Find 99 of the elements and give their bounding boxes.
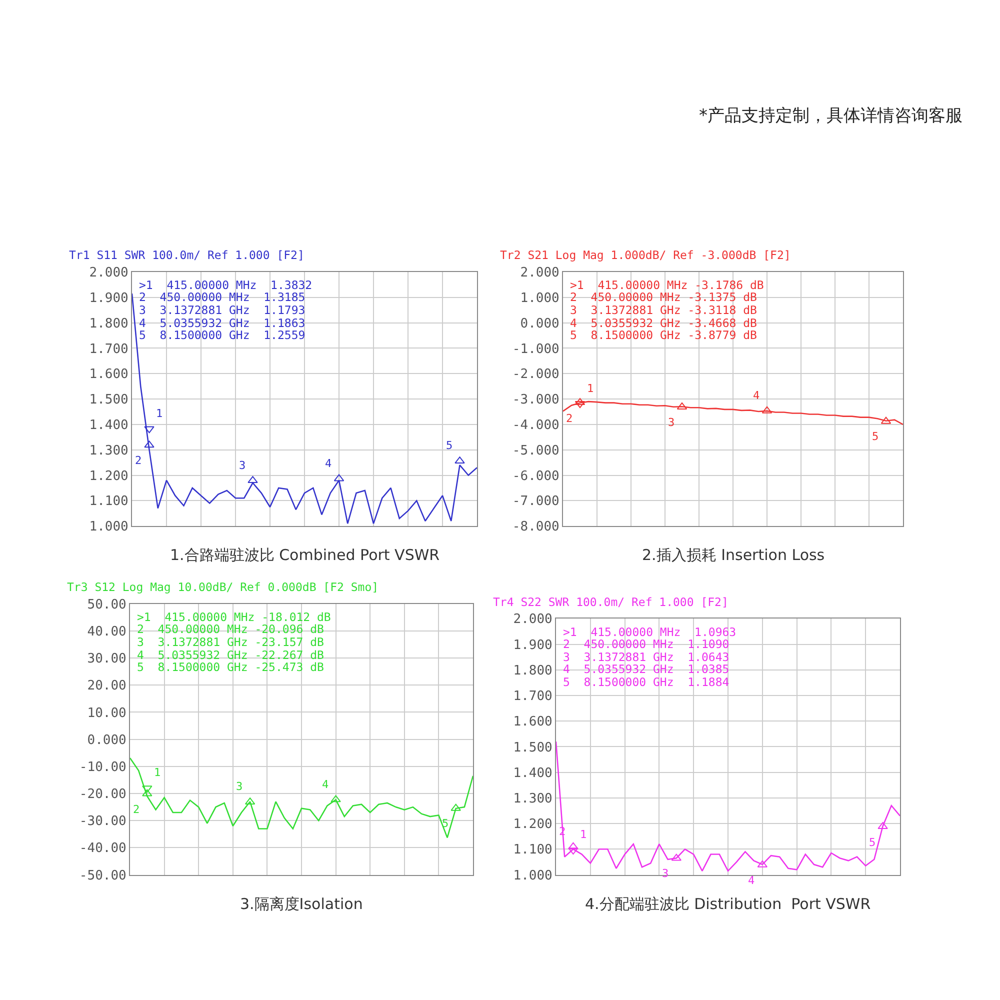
point — [144, 440, 154, 448]
y-tick-label: 1.100 — [513, 842, 552, 858]
annotation: 2 450.00000 MHz -20.096 dB — [137, 622, 324, 636]
series-label: 1 — [154, 766, 161, 779]
y-tick-label: 50.00 — [87, 597, 126, 612]
y-tick-label: 1.400 — [89, 418, 128, 433]
series-label: 3 — [239, 459, 246, 472]
y-tick-label: -7.000 — [512, 494, 560, 510]
y-tick-label: 1.200 — [513, 817, 552, 832]
series-label: 5 — [446, 439, 453, 452]
y-tick-label: 1.000 — [513, 868, 552, 884]
series-label: 1 — [156, 407, 163, 420]
y-tick-label: 1.400 — [513, 766, 552, 781]
annotation: 2 450.00000 MHz -3.1375 dB — [570, 290, 758, 304]
annotation: 3 3.1372881 GHz -3.3118 dB — [570, 303, 758, 317]
text: *产品支持定制，具体详情咨询客服 — [699, 106, 962, 126]
y-tick-label: 1.800 — [89, 316, 128, 332]
y-tick-label: 10.00 — [87, 706, 126, 721]
y-tick-label: 1.500 — [89, 392, 128, 408]
series-label: 5 — [869, 836, 876, 849]
y-tick-label: 30.00 — [87, 652, 126, 667]
y-tick-label: -20.00 — [79, 787, 126, 802]
y-tick-label: 0.000 — [87, 732, 126, 748]
annotation: 4 5.0355932 GHz -22.267 dB — [137, 648, 324, 662]
x-axis-title: 3.隔离度Isolation — [240, 895, 363, 913]
y-tick-label: -40.00 — [79, 841, 126, 856]
y-tick-label: -8.000 — [512, 520, 560, 535]
annotation: 2 450.00000 MHz 1.3185 — [139, 290, 306, 304]
chart-title: Tr1 S11 SWR 100.0m/ Ref 1.000 [F2] — [69, 248, 304, 262]
y-tick-label: 1.300 — [513, 791, 552, 806]
point — [568, 842, 578, 850]
series-label: 5 — [872, 430, 879, 443]
series-label: 4 — [753, 389, 760, 402]
y-tick-label: 40.00 — [87, 624, 126, 640]
y-tick-label: -30.00 — [79, 814, 126, 830]
series-label: 5 — [442, 817, 449, 830]
annotation: 3 3.1372881 GHz 1.1793 — [139, 303, 306, 317]
y-tick-label: 1.900 — [513, 638, 552, 653]
annotation: 5 8.1500000 GHz -3.8779 dB — [570, 328, 758, 342]
point — [144, 426, 154, 434]
series-label: 2 — [133, 803, 140, 816]
point — [248, 476, 258, 484]
point — [878, 822, 888, 830]
y-tick-label: 1.000 — [520, 290, 560, 306]
y-tick-label: 1.600 — [89, 367, 128, 382]
chart-title: Tr3 S12 Log Mag 10.00dB/ Ref 0.000dB [F2 Smo] — [67, 580, 379, 594]
y-tick-label: 20.00 — [87, 678, 126, 694]
y-tick-label: 1.700 — [513, 689, 552, 704]
y-tick-label: -4.000 — [512, 418, 560, 433]
y-tick-label: 1.600 — [513, 714, 552, 730]
chart-title: Tr4 S22 SWR 100.0m/ Ref 1.000 [F2] — [493, 595, 728, 609]
chart-title: Tr2 S21 Log Mag 1.000dB/ Ref -3.000dB [F2] — [500, 248, 791, 262]
series-label: 2 — [135, 454, 142, 467]
annotation: 4 5.0355932 GHz 1.1863 — [139, 316, 306, 330]
y-tick-label: 1.700 — [89, 342, 128, 357]
annotation: 5 8.1500000 GHz 1.1884 — [563, 675, 730, 689]
annotation: 5 8.1500000 GHz -25.473 dB — [137, 660, 324, 674]
line-series — [132, 292, 477, 524]
series-label: 1 — [580, 828, 587, 841]
y-tick-label: 1.200 — [89, 468, 128, 484]
y-tick-label: -10.00 — [79, 760, 126, 775]
series-label: 3 — [236, 780, 243, 793]
annotation: 3 3.1372881 GHz -23.157 dB — [137, 635, 324, 649]
annotation: 3 3.1372881 GHz 1.0643 — [563, 650, 730, 664]
annotation: >1 415.00000 MHz -3.1786 dB — [570, 278, 764, 292]
y-tick-label: -1.000 — [512, 342, 560, 357]
y-tick-label: 1.300 — [89, 443, 128, 458]
y-tick-label: -50.00 — [79, 868, 126, 884]
y-tick-label: -2.000 — [512, 367, 560, 382]
annotation: >1 415.00000 MHz 1.3832 — [139, 278, 312, 292]
y-tick-label: 2.000 — [513, 612, 552, 628]
series-label: 4 — [748, 874, 755, 887]
x-axis-title: 1.合路端驻波比 Combined Port VSWR — [170, 546, 440, 564]
x-axis-title: 4.分配端驻波比 Distribution Port VSWR — [585, 895, 871, 913]
annotation: 5 8.1500000 GHz 1.2559 — [139, 328, 306, 342]
series-label: 3 — [668, 416, 675, 429]
y-tick-label: -5.000 — [512, 443, 560, 458]
annotation: >1 415.00000 MHz -18.012 dB — [137, 610, 331, 624]
y-tick-label: 0.000 — [520, 316, 560, 332]
y-tick-label: 1.500 — [513, 740, 552, 756]
series-label: 2 — [566, 412, 573, 425]
y-tick-label: 2.000 — [89, 266, 128, 280]
y-tick-label: 1.000 — [89, 520, 128, 535]
annotation: 4 5.0355932 GHz 1.0385 — [563, 662, 730, 676]
y-tick-label: 1.900 — [89, 290, 128, 306]
y-tick-label: -3.000 — [512, 392, 560, 408]
y-tick-label: 2.000 — [520, 266, 560, 280]
annotation: >1 415.00000 MHz 1.0963 — [563, 625, 736, 639]
annotation: 2 450.00000 MHz 1.1090 — [563, 637, 730, 651]
annotation: 4 5.0355932 GHz -3.4668 dB — [570, 316, 758, 330]
x-axis-title: 2.插入损耗 Insertion Loss — [642, 546, 825, 564]
line-series — [130, 757, 473, 838]
series-label: 1 — [587, 382, 594, 395]
series-label: 4 — [322, 778, 329, 791]
y-tick-label: 1.100 — [89, 494, 128, 510]
y-tick-label: 1.800 — [513, 663, 552, 678]
y-tick-label: -6.000 — [512, 468, 560, 484]
series-label: 4 — [325, 457, 332, 470]
point — [454, 456, 465, 464]
